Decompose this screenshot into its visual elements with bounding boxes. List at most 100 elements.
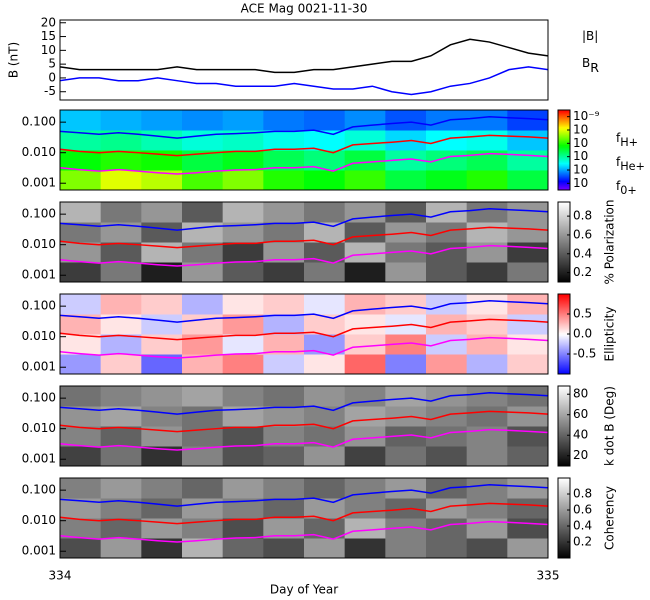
heatmap-cell [141, 262, 183, 283]
colorbar-tick-label: 10 [573, 136, 588, 150]
heatmap-cell [385, 150, 427, 171]
heatmap-cell [426, 446, 468, 467]
y-tick-label: 0.010 [22, 513, 56, 527]
colorbar-step [558, 406, 570, 409]
colorbar-step [558, 218, 570, 221]
heatmap-cell [304, 426, 346, 447]
colorbar-frame [557, 109, 571, 191]
plot-frame [59, 293, 549, 375]
colorbar-step [558, 404, 570, 407]
colorbar-tick-label: 10 [573, 163, 588, 177]
colorbar-step [558, 258, 570, 261]
heatmap-cell [385, 518, 427, 539]
colorbar-step [558, 414, 570, 417]
legend-subscript: 0+ [620, 184, 637, 197]
legend-name: f [616, 179, 621, 193]
heatmap-cell [60, 130, 102, 151]
heatmap-cell [466, 354, 508, 375]
heatmap-cell [263, 334, 305, 355]
y-tick-label: 0 [48, 70, 56, 84]
colorbar-step [558, 168, 570, 171]
colorbar-step [558, 322, 570, 325]
heatmap-cell [507, 386, 549, 407]
colorbar-step [558, 362, 570, 365]
heatmap-cell [466, 150, 508, 171]
y-tick-label: 0.001 [22, 268, 56, 282]
colorbar-step [558, 266, 570, 269]
colorbar-step [558, 136, 570, 139]
heatmap-cell [344, 426, 386, 447]
colorbar-step [558, 360, 570, 363]
heatmap-cell [385, 202, 427, 223]
heatmap-cell [263, 498, 305, 519]
colorbar-step [558, 398, 570, 401]
data-line [60, 244, 548, 267]
heatmap-cell [222, 406, 264, 427]
colorbar-step [558, 432, 570, 435]
colorbar-step [558, 416, 570, 419]
colorbar-step [558, 294, 570, 297]
colorbar-tick-label: 0.2 [573, 265, 592, 279]
heatmap-cell [385, 354, 427, 375]
colorbar-tick-label: -0.5 [573, 347, 596, 361]
heatmap-cell [344, 498, 386, 519]
colorbar-step [558, 452, 570, 455]
heatmap-cell [222, 262, 264, 283]
colorbar-step [558, 444, 570, 447]
heatmap-cell [263, 170, 305, 191]
heatmap-cell [100, 222, 142, 243]
heatmap-cell [263, 478, 305, 499]
colorbar-step [558, 312, 570, 315]
colorbar-step [558, 454, 570, 457]
colorbar-step [558, 268, 570, 271]
colorbar-step [558, 236, 570, 239]
colorbar-step [558, 356, 570, 359]
y-tick-label: 0.100 [22, 299, 56, 313]
heatmap-cell [222, 202, 264, 223]
heatmap-cell [222, 354, 264, 375]
colorbar-label: % Polarization [603, 200, 617, 285]
colorbar-step [558, 546, 570, 549]
colorbar-step [558, 422, 570, 425]
colorbar-tick-label: 0.8 [573, 487, 592, 501]
heatmap-cell [141, 446, 183, 467]
heatmap-cell [507, 446, 549, 467]
heatmap-cell [507, 222, 549, 243]
colorbar-step [558, 140, 570, 143]
heatmap-cell [466, 202, 508, 223]
heatmap-cell [263, 150, 305, 171]
heatmap-cell [141, 538, 183, 559]
y-tick-label: 0.001 [22, 544, 56, 558]
data-line [60, 300, 548, 323]
data-line [60, 392, 548, 415]
colorbar-step [558, 110, 570, 113]
colorbar-step [558, 492, 570, 495]
heatmap-cell [507, 202, 549, 223]
heatmap-cell [141, 110, 183, 131]
colorbar-step [558, 512, 570, 515]
colorbar-step [558, 344, 570, 347]
heatmap-cell [466, 222, 508, 243]
heatmap-cell [100, 446, 142, 467]
legend-subscript: H+ [620, 136, 638, 149]
colorbar-step [558, 114, 570, 117]
colorbar-step [558, 206, 570, 209]
heatmap-cell [60, 334, 102, 355]
heatmap-cell [222, 334, 264, 355]
heatmap-cell [507, 518, 549, 539]
colorbar-step [558, 116, 570, 119]
colorbar-label: k dot B (Deg) [603, 386, 617, 466]
colorbar-step [558, 484, 570, 487]
colorbar-step [558, 316, 570, 319]
colorbar-step [558, 230, 570, 233]
heatmap-cell [60, 110, 102, 131]
heatmap-cell [304, 170, 346, 191]
colorbar-step [558, 246, 570, 249]
colorbar-step [558, 126, 570, 129]
heatmap-cell [344, 222, 386, 243]
colorbar-step [558, 162, 570, 165]
colorbar-step [558, 274, 570, 277]
colorbar-step [558, 554, 570, 557]
heatmap-cell [385, 262, 427, 283]
heatmap-cell [100, 242, 142, 263]
